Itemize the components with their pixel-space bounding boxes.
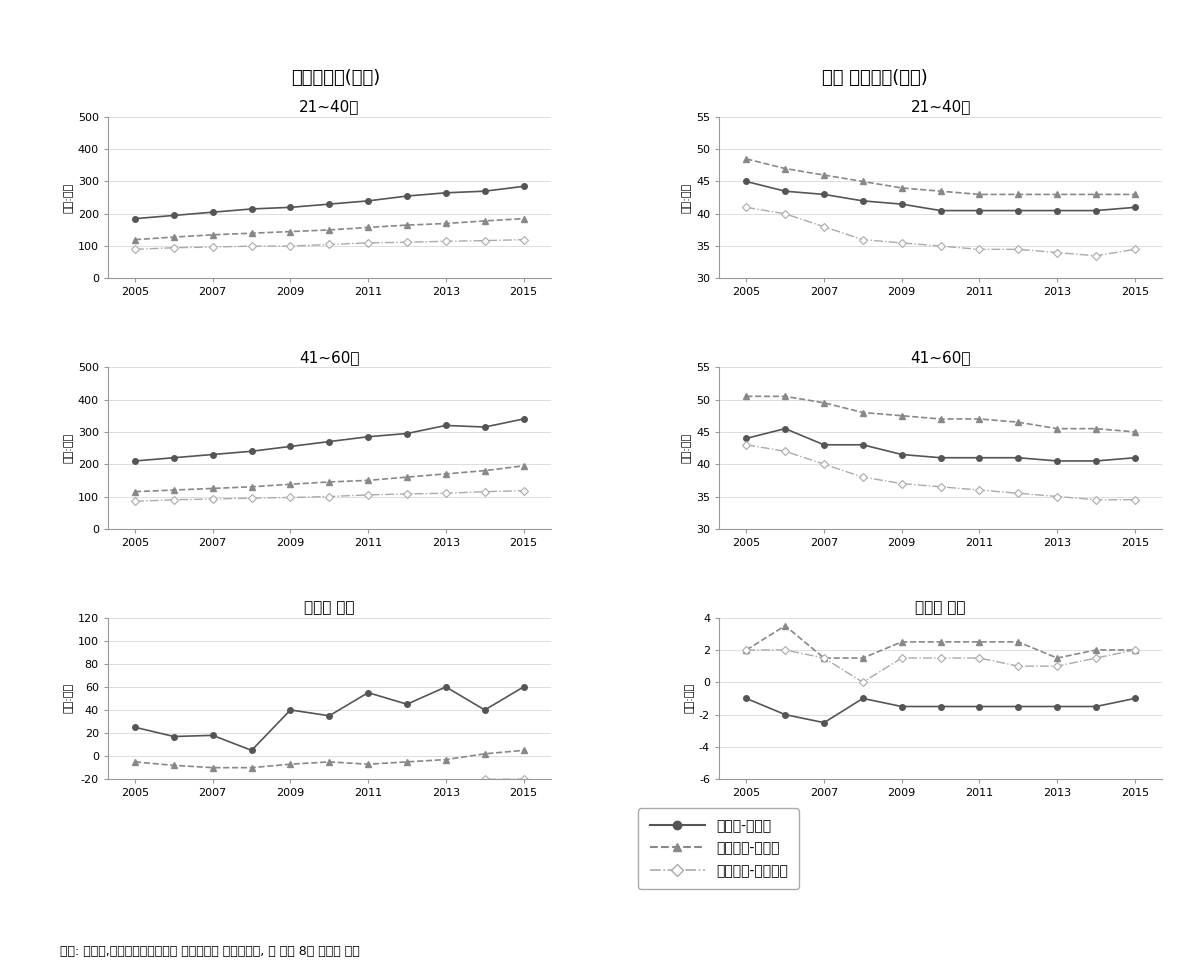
Y-axis label: 단위:시간: 단위:시간 bbox=[682, 182, 691, 212]
Title: 세대별 차이: 세대별 차이 bbox=[304, 600, 355, 616]
Text: 주당 근로시간(여성): 주당 근로시간(여성) bbox=[822, 69, 927, 87]
Y-axis label: 단위:시간: 단위:시간 bbox=[682, 433, 691, 463]
Text: 월평균임금(여성): 월평균임금(여성) bbox=[291, 69, 380, 87]
Text: 자료: 통계청,『경제활동인구조사 근로형태별 부가조사』, 각 년도 8월 원자료 분석: 자료: 통계청,『경제활동인구조사 근로형태별 부가조사』, 각 년도 8월 원… bbox=[60, 945, 359, 957]
Title: 41~60세: 41~60세 bbox=[300, 350, 359, 364]
Title: 41~60세: 41~60세 bbox=[910, 350, 970, 364]
Y-axis label: 단위:만원: 단위:만원 bbox=[63, 182, 73, 212]
Title: 21~40세: 21~40세 bbox=[300, 99, 359, 114]
Title: 세대별 차이: 세대별 차이 bbox=[915, 600, 966, 616]
Legend: 대기업-정규직, 중소기업-정규직, 중소기업-비정규직: 대기업-정규직, 중소기업-정규직, 중소기업-비정규직 bbox=[639, 808, 799, 889]
Y-axis label: 단위:만원: 단위:만원 bbox=[63, 684, 73, 714]
Y-axis label: 단위:만원: 단위:만원 bbox=[63, 433, 73, 463]
Y-axis label: 단위:시간: 단위:시간 bbox=[685, 684, 695, 714]
Title: 21~40세: 21~40세 bbox=[910, 99, 970, 114]
